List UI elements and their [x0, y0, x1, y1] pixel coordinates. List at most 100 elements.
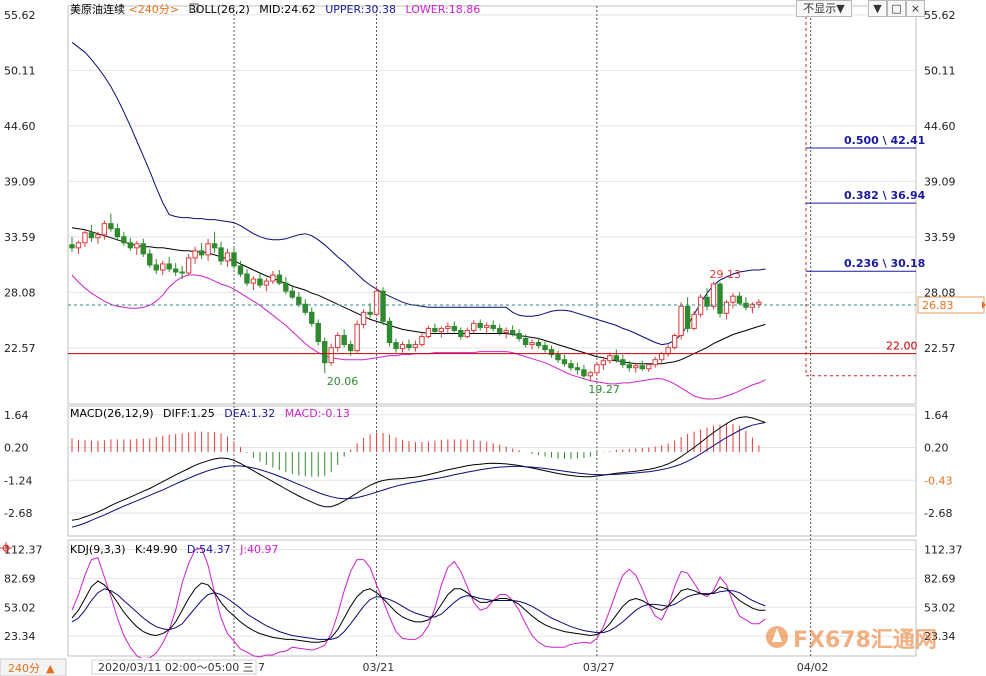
watermark-text: FX678汇通网	[793, 628, 937, 653]
candle-down-body	[574, 367, 581, 371]
candle-down-body	[458, 329, 464, 338]
price-y-tick-left: 44.60	[4, 120, 36, 133]
candle-down-body	[322, 341, 328, 364]
candle-up-body	[464, 329, 470, 338]
candle-up-body	[412, 344, 419, 349]
candle-down-body	[121, 236, 127, 244]
macd-y-tick-right: 0.20	[924, 442, 949, 455]
boll-name: BOLL(26,2)	[188, 3, 249, 16]
low-label-2: 19.27	[588, 383, 620, 396]
candle-up-body	[756, 301, 762, 305]
candle-down-body	[451, 325, 458, 331]
candle-down-body	[302, 303, 308, 313]
kdj-settings-icon[interactable]	[0, 542, 12, 554]
candle-up-body	[730, 295, 736, 303]
kdj-y-tick-right: 82.69	[924, 572, 956, 585]
macd-y-tick-left: 1.64	[4, 409, 29, 422]
close-icon: ×	[910, 2, 921, 15]
candle-up-body	[185, 257, 192, 274]
candle-up-body	[503, 329, 509, 333]
candle-down-body	[568, 363, 574, 369]
kdj-d-line	[71, 588, 766, 640]
candle-down-body	[380, 290, 386, 322]
price-y-tick-right: 39.09	[924, 175, 956, 188]
fib-level-label: 0.382 \ 36.94	[844, 189, 926, 202]
candle-down-body	[244, 273, 250, 284]
candle-up-body	[134, 243, 140, 249]
candle-up-body	[445, 325, 451, 329]
candle-up-body	[607, 355, 613, 362]
price-y-tick-left: 33.59	[4, 231, 36, 244]
candle-up-body	[160, 263, 166, 271]
candle-up-body	[95, 234, 101, 239]
kdj-k: K:49.90	[135, 543, 177, 556]
period-selector[interactable]	[0, 658, 67, 676]
candle-down-body	[542, 345, 548, 351]
kdj-y-tick-right: 112.37	[924, 543, 963, 556]
macd-diff-line	[71, 416, 766, 521]
macd-lines	[71, 416, 766, 528]
close-button[interactable]: ×	[906, 0, 925, 17]
macd-y-tick-right: -0.43	[924, 474, 952, 487]
candle-down-body	[347, 344, 354, 352]
candle-down-body	[704, 296, 710, 307]
candle-down-body	[172, 268, 179, 273]
price-y-tick-right: 55.62	[924, 9, 956, 22]
main-legend: 美原油连续 <240分> BOLL(26,2) MID:24.62 UPPER:…	[70, 2, 480, 16]
minimize-icon: ▼	[873, 2, 882, 15]
candle-up-body	[749, 303, 756, 308]
candle-up-body	[529, 342, 535, 346]
hide-indicator-dropdown[interactable]: 不显示▼	[796, 0, 852, 17]
main-annotations: 26.83 22.00 0.500 \ 42.41 0.382 \ 36.94 0.23…	[68, 16, 986, 396]
candle-down-body	[639, 365, 645, 370]
candle-up-body	[224, 252, 231, 262]
candle-down-body	[620, 359, 626, 366]
candle-down-body	[477, 322, 483, 328]
candle-down-body	[88, 232, 95, 239]
minimize-button[interactable]: ▼	[868, 0, 887, 17]
candle-down-body	[166, 263, 172, 270]
candle-down-body	[153, 264, 159, 271]
candle-up-body	[723, 301, 730, 314]
price-y-tick-right: 28.08	[924, 286, 956, 299]
macd-legend: MACD(26,12,9) DIFF:1.25 DEA:1.32 MACD:-0…	[70, 407, 350, 420]
date-tick-label: 03/21	[363, 661, 395, 674]
macd-dea-line	[71, 422, 766, 528]
candle-up-body	[484, 324, 490, 328]
candle-down-body	[509, 329, 516, 334]
kdj-d: D:54.37	[187, 543, 231, 556]
macd-y-tick-left: -1.24	[4, 474, 32, 487]
fib-level-label: 0.236 \ 30.18	[844, 257, 925, 270]
candle-down-body	[684, 305, 691, 329]
macd-y-tick-right: 1.64	[924, 409, 949, 422]
candle-down-body	[114, 228, 121, 238]
axis-tick-labels: 55.62 55.62 50.11 50.11 44.60 44.60 39.09 39.09…	[4, 9, 963, 643]
kdj-legend: KDJ(9,3,3) K:49.90 D:54.37 J:40.97	[70, 543, 279, 556]
candle-up-body	[205, 243, 211, 256]
candle-down-body	[211, 243, 218, 249]
candle-down-body	[490, 324, 496, 329]
kdj-y-tick-right: 53.02	[924, 601, 956, 614]
instrument-name: 美原油连续	[70, 2, 125, 16]
candle-down-body	[516, 332, 522, 340]
candle-up-body	[263, 280, 270, 286]
candle-down-body	[406, 344, 412, 349]
candle-down-body	[289, 290, 296, 298]
price-y-tick-right: 22.57	[924, 342, 956, 355]
kdj-j: J:40.97	[239, 543, 278, 556]
period-link[interactable]: <240分>	[129, 3, 179, 16]
kdj-k-line	[71, 580, 766, 643]
period-grid-icon[interactable]	[189, 3, 199, 13]
restore-button[interactable]: □	[887, 0, 906, 17]
kdj-name: KDJ(9,3,3)	[70, 543, 126, 556]
candle-up-body	[75, 242, 82, 249]
candle-up-body	[671, 334, 678, 349]
kdj-y-tick-left: 53.02	[4, 601, 36, 614]
grid-lines	[68, 14, 916, 637]
candle-down-body	[315, 322, 321, 343]
macd-diff: DIFF:1.25	[163, 407, 215, 420]
candle-down-body	[548, 349, 555, 356]
candle-up-body	[334, 334, 341, 349]
candle-down-body	[108, 223, 114, 230]
